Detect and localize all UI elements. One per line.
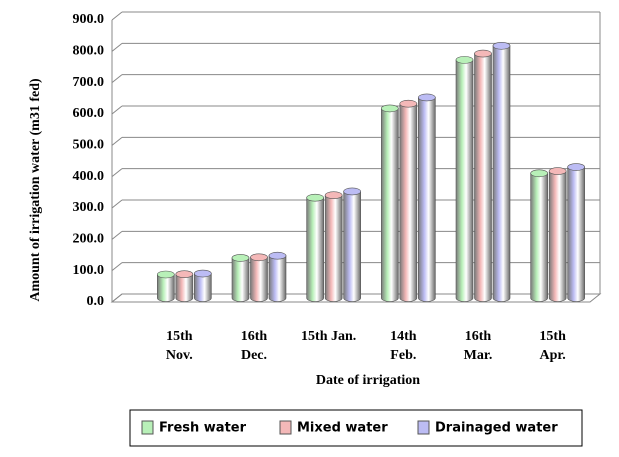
legend-label: Drainaged water: [435, 421, 558, 436]
bar-top: [567, 163, 585, 171]
y-tick-label: 500.0: [73, 138, 105, 153]
x-tick-label: 14th Feb.: [390, 329, 417, 363]
bar: [548, 167, 567, 302]
bar-body: [399, 103, 418, 302]
y-tick-label: 600.0: [73, 106, 105, 121]
legend-swatch: [141, 420, 154, 435]
bar: [250, 253, 268, 302]
y-tick-label: 200.0: [73, 232, 105, 247]
bar: [343, 187, 361, 302]
bar-top: [250, 253, 268, 262]
grid-line-side: [111, 293, 123, 303]
grid-line-side: [111, 262, 123, 272]
bar: [530, 169, 548, 302]
bar-top: [194, 269, 212, 278]
y-tick-label: 700.0: [73, 75, 105, 90]
bar-body: [548, 170, 567, 302]
bar-top: [530, 169, 548, 178]
bar-body: [492, 45, 511, 302]
grid-line-side: [111, 230, 123, 240]
grid-line-side: [111, 42, 123, 52]
bar: [175, 270, 194, 302]
legend-box: [129, 409, 583, 447]
x-tick-label: 15th Jan.: [301, 329, 357, 344]
bar-top: [474, 49, 492, 58]
bar-body: [474, 53, 492, 302]
bar: [492, 41, 511, 302]
y-tick-label: 900.0: [73, 12, 105, 27]
bar-body: [530, 172, 548, 302]
grid-line-side: [111, 74, 123, 84]
bar: [194, 269, 212, 302]
bar: [381, 104, 399, 302]
bar-body: [157, 274, 175, 302]
x-tick-label: 16th Mar.: [463, 329, 493, 363]
bar: [474, 49, 492, 302]
legend-label: Fresh water: [159, 421, 247, 436]
bar-top: [492, 41, 511, 50]
bar-body: [175, 273, 194, 302]
bar: [231, 254, 250, 302]
y-tick-label: 400.0: [73, 169, 105, 184]
bar-body: [306, 197, 324, 302]
bar-top: [306, 193, 324, 202]
bar-top: [157, 270, 175, 279]
x-tick-label: 15th Apr.: [539, 329, 566, 363]
bar-body: [231, 257, 250, 302]
bar: [418, 93, 436, 302]
bar-body: [324, 194, 343, 302]
bar-top: [343, 187, 361, 196]
bar-body: [194, 273, 212, 302]
grid-line-side: [111, 11, 123, 21]
bar: [306, 193, 324, 302]
grid-line-side: [111, 199, 123, 209]
bar: [268, 251, 287, 302]
bar-top: [175, 270, 194, 278]
bar-body: [343, 191, 361, 302]
legend-swatch: [279, 420, 292, 435]
bar-top: [268, 251, 287, 260]
grid-line-side: [111, 168, 123, 178]
y-axis-title: Amount of irrigation water (m31 fed): [28, 78, 43, 302]
bar-top: [231, 254, 250, 262]
x-axis-title: Date of irrigation: [316, 373, 420, 388]
bar-top: [548, 167, 567, 175]
bar: [399, 99, 418, 302]
grid-line-side: [111, 105, 123, 115]
bar-top: [418, 93, 436, 102]
bar: [567, 163, 585, 302]
bar-top: [381, 104, 399, 113]
y-tick-label: 100.0: [73, 263, 105, 278]
legend-swatch: [417, 420, 430, 435]
x-tick-label: 15th Nov.: [165, 329, 193, 363]
bar-body: [418, 97, 436, 302]
bar-body: [455, 59, 474, 302]
bar: [157, 270, 175, 302]
legend-label: Mixed water: [297, 421, 388, 436]
bar: [455, 56, 474, 302]
bar-body: [250, 256, 268, 302]
y-tick-label: 800.0: [73, 44, 105, 59]
grid-line-side: [111, 136, 123, 146]
y-tick-label: 0.0: [87, 294, 105, 309]
bar-top: [324, 191, 343, 200]
bar: [324, 191, 343, 302]
bar-body: [567, 166, 585, 302]
y-tick-label: 300.0: [73, 200, 105, 215]
bar-top: [455, 56, 474, 64]
x-tick-label: 16th Dec.: [240, 329, 268, 363]
bar-body: [381, 108, 399, 302]
bar-top: [399, 99, 418, 108]
bar-body: [268, 255, 287, 302]
